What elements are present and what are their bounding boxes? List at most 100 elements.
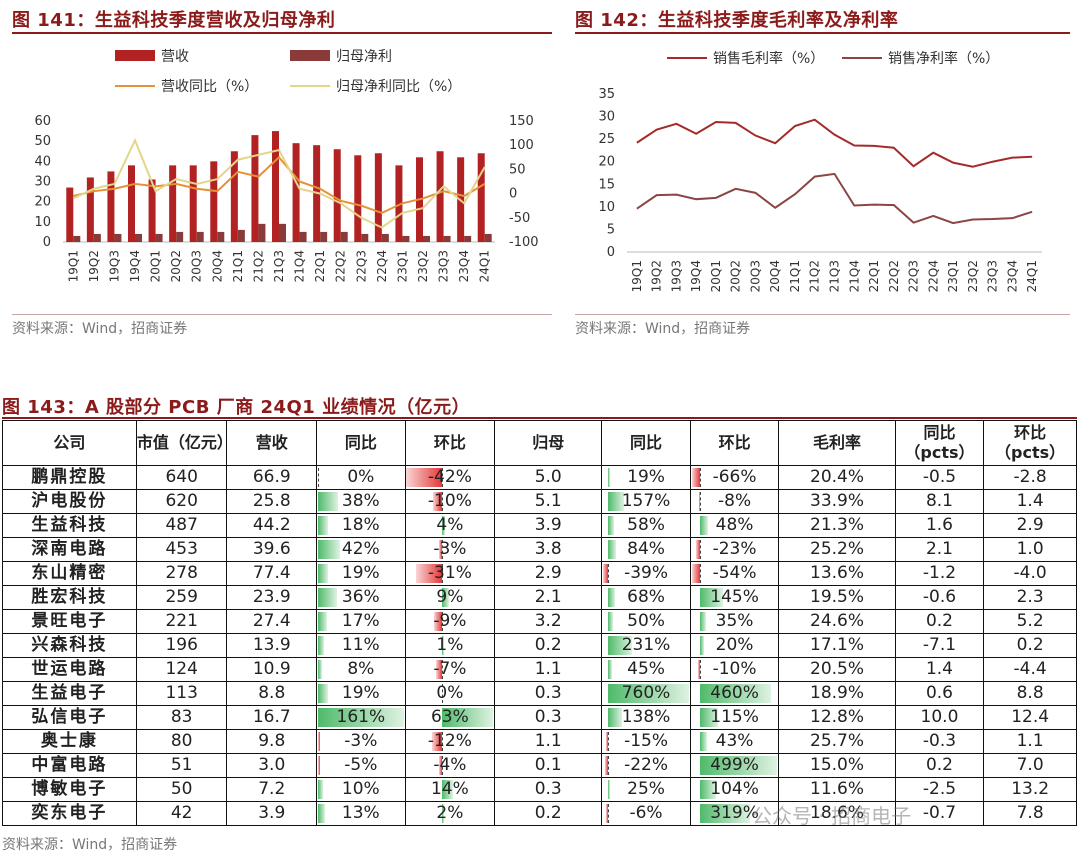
data-bar bbox=[317, 612, 327, 631]
table-cell-value: 42% bbox=[341, 539, 380, 559]
line-net-margin bbox=[636, 172, 1033, 225]
y-left-tick-label: 0 bbox=[43, 235, 51, 250]
fig143-title: 图 143：A 股部分 PCB 厂商 24Q1 业绩情况（亿元） bbox=[2, 397, 471, 418]
data-bar bbox=[700, 612, 706, 631]
bar-net-profit bbox=[381, 233, 389, 242]
data-bar-axis bbox=[607, 732, 609, 751]
table-row: 博敏电子 50 7.2 10% 14% 0.3 25% 104% 11.6% -2.5 13.2 bbox=[2, 777, 1077, 802]
table-cell-value: 50% bbox=[627, 611, 665, 631]
table-cell-value: 0% bbox=[347, 467, 375, 487]
x-tick-label: 23Q3 bbox=[986, 260, 1000, 292]
table-row: 生益电子 113 8.8 19% 0% 0.3 760% 460% 18.9% 0.6 8.8 bbox=[2, 681, 1077, 706]
table-cell-gm_qoq: 2.9 bbox=[983, 513, 1077, 538]
table-cell-rev_yoy: 19% bbox=[316, 681, 406, 706]
bar-net-profit bbox=[279, 223, 286, 242]
data-bar bbox=[602, 564, 608, 583]
fig143-title-rule bbox=[2, 417, 1077, 419]
table-cell-rev_qoq: 1% bbox=[404, 633, 496, 658]
data-bar bbox=[439, 540, 442, 559]
x-tick-label: 19Q4 bbox=[128, 250, 142, 282]
fig141-source: 资料来源：Wind，招商证券 bbox=[12, 321, 188, 337]
x-tick-label: 21Q1 bbox=[788, 260, 802, 292]
table-cell-gm_qoq: 13.2 bbox=[983, 777, 1077, 802]
y-right-tick-label: 150 bbox=[509, 114, 534, 129]
table-cell-rev_yoy: 11% bbox=[316, 633, 406, 658]
table-cell-np_qoq: 115% bbox=[689, 705, 780, 730]
table-cell-rev: 3.0 bbox=[226, 753, 318, 778]
bar-revenue bbox=[395, 165, 403, 242]
table-cell-np_yoy: -15% bbox=[601, 729, 691, 754]
bar-revenue bbox=[436, 151, 444, 242]
table-cell-value: -31% bbox=[427, 563, 472, 583]
table-cell-rev: 9.8 bbox=[226, 729, 318, 754]
table-cell-value: 138% bbox=[621, 707, 671, 727]
table-cell-rev_qoq: -42% bbox=[404, 465, 496, 490]
bar-net-profit bbox=[484, 233, 492, 242]
company-name-cell: 兴森科技 bbox=[2, 633, 137, 658]
table-cell-value: -15% bbox=[624, 731, 668, 751]
table-cell-gm: 21.3% bbox=[778, 513, 896, 538]
table-cell-gm_qoq: 1.1 bbox=[983, 729, 1077, 754]
x-tick-label: 20Q1 bbox=[709, 260, 723, 292]
table-cell-rev_qoq: -3% bbox=[404, 537, 496, 562]
table-cell-value: 58% bbox=[627, 515, 665, 535]
table-cell-value: -22% bbox=[624, 755, 668, 775]
table-cell-value: 13% bbox=[341, 803, 380, 823]
data-bar bbox=[607, 588, 615, 607]
data-bar bbox=[700, 684, 772, 703]
bar-net-profit bbox=[361, 233, 369, 242]
table-cell-value: -10% bbox=[427, 491, 472, 511]
data-bar-axis bbox=[441, 660, 443, 679]
table-cell-np: 0.2 bbox=[494, 801, 603, 826]
x-tick-label: 22Q1 bbox=[313, 250, 327, 282]
table-cell-value: 9% bbox=[436, 587, 464, 607]
table-cell-value: -7% bbox=[433, 659, 467, 679]
bar-net-profit bbox=[320, 231, 328, 242]
bar-revenue bbox=[189, 165, 197, 242]
table-cell-gm: 12.8% bbox=[778, 705, 896, 730]
table-cell-rev: 77.4 bbox=[226, 561, 318, 586]
data-bar bbox=[317, 660, 323, 679]
table-cell-np_qoq: -8% bbox=[689, 489, 780, 514]
table-cell-np_yoy: 760% bbox=[601, 681, 691, 706]
bar-revenue bbox=[272, 131, 279, 242]
table-cell-rev_yoy: 38% bbox=[316, 489, 406, 514]
table-cell-rev_yoy: 10% bbox=[316, 777, 406, 802]
data-bar-axis bbox=[441, 540, 443, 559]
table-cell-np_yoy: 58% bbox=[601, 513, 691, 538]
data-bar bbox=[317, 636, 324, 655]
data-bar bbox=[317, 564, 329, 583]
table-cell-value: -12% bbox=[427, 731, 472, 751]
watermark-text: 公众号 · 招商电子 bbox=[752, 804, 912, 828]
data-bar bbox=[607, 684, 689, 703]
table-cell-np: 3.2 bbox=[494, 609, 603, 634]
table-cell-np_yoy: -39% bbox=[601, 561, 691, 586]
bar-net-profit bbox=[155, 233, 163, 242]
table-cell-value: 68% bbox=[627, 587, 665, 607]
data-bar bbox=[434, 612, 442, 631]
legend-label: 营收 bbox=[161, 49, 189, 65]
table-cell-rev_yoy: 17% bbox=[316, 609, 406, 634]
table-cell-value: 14% bbox=[430, 779, 469, 799]
x-tick-label: 19Q1 bbox=[630, 260, 644, 292]
data-bar-axis bbox=[700, 540, 702, 559]
x-tick-label: 22Q2 bbox=[334, 250, 348, 282]
table-cell-gm: 17.1% bbox=[778, 633, 896, 658]
data-bar bbox=[604, 756, 608, 775]
table-cell-value: 20% bbox=[715, 635, 754, 655]
bar-net-profit bbox=[93, 233, 101, 242]
y-left-tick-label: 50 bbox=[34, 134, 51, 149]
table-cell-gm_qoq: -4.0 bbox=[983, 561, 1077, 586]
table-cell-np: 5.1 bbox=[494, 489, 603, 514]
table-cell-gm: 13.6% bbox=[778, 561, 896, 586]
table-cell-value: -8% bbox=[718, 491, 752, 511]
table-cell-rev_qoq: -7% bbox=[404, 657, 496, 682]
data-bar bbox=[438, 756, 442, 775]
data-bar bbox=[406, 468, 442, 487]
data-bar bbox=[317, 708, 404, 727]
table-cell-rev_yoy: 18% bbox=[316, 513, 406, 538]
y-tick-label: 30 bbox=[598, 110, 615, 125]
company-name-cell: 沪电股份 bbox=[2, 489, 137, 514]
table-cell-value: -42% bbox=[427, 467, 472, 487]
